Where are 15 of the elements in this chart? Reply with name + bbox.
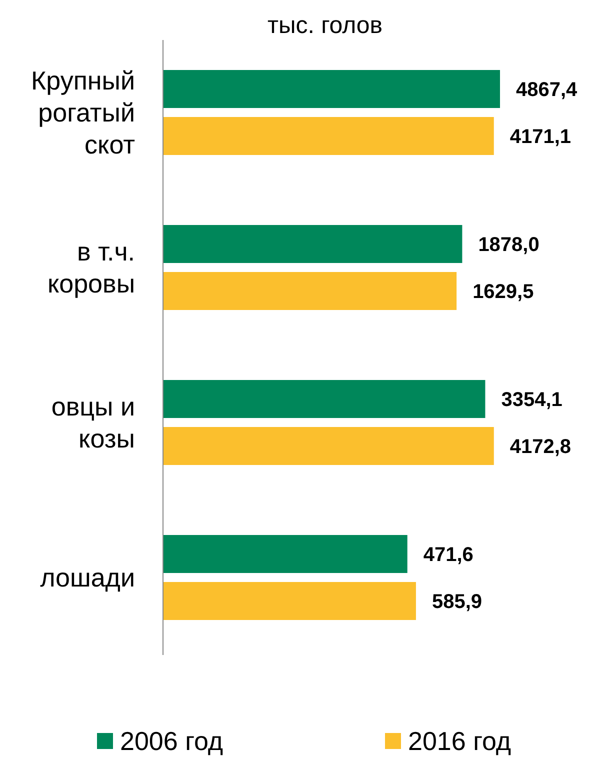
- data-label: 4867,4: [516, 79, 578, 101]
- y-tick-label: Крупный рогатый скот: [31, 66, 136, 160]
- data-label: 1629,5: [472, 281, 534, 303]
- legend-label: 2016 год: [408, 726, 512, 756]
- data-label: 3354,1: [501, 389, 562, 411]
- chart-title: тыс. голов: [268, 12, 382, 39]
- y-tick-label: в т.ч. коровы: [47, 236, 135, 299]
- y-tick-label: овцы и козы: [51, 392, 135, 454]
- data-label: 471,6: [423, 544, 474, 566]
- data-label: 585,9: [432, 591, 482, 613]
- legend-label: 2006 год: [120, 726, 224, 756]
- data-label: 1878,0: [478, 234, 540, 256]
- data-label: 4172,8: [510, 436, 572, 458]
- y-tick-label: лошади: [40, 562, 135, 593]
- data-label: 4171,1: [510, 126, 572, 148]
